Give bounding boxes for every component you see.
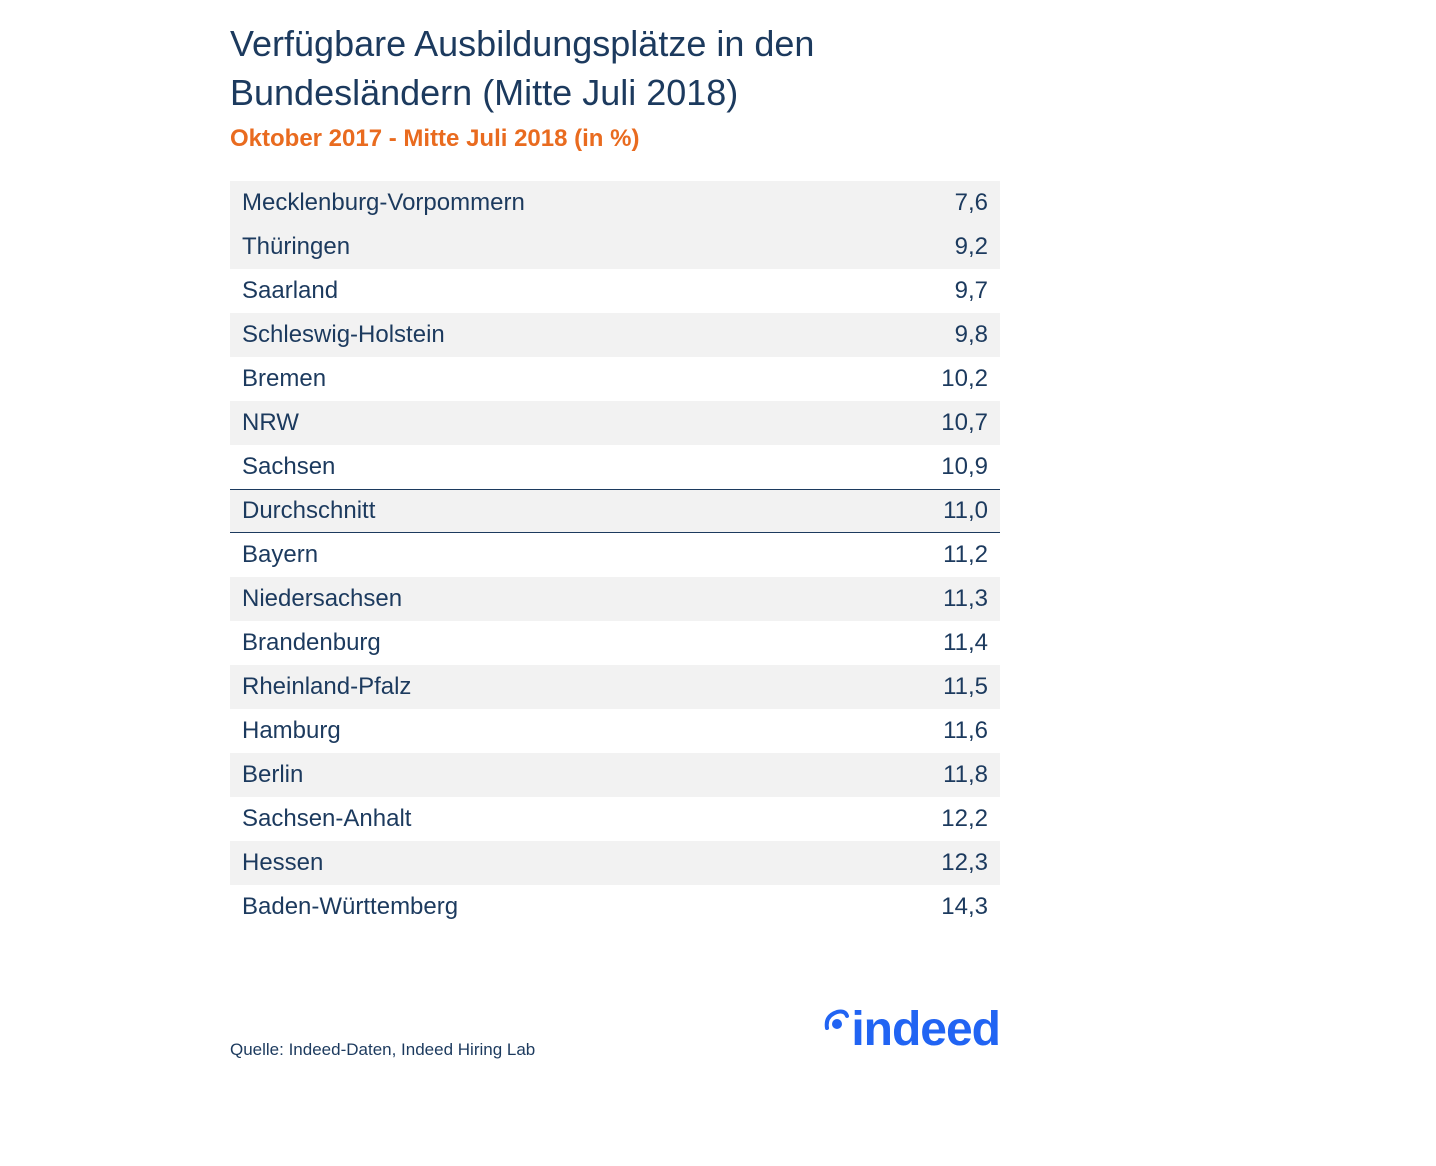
table-row: Bremen10,2 <box>230 357 1000 401</box>
indeed-logo-mark-icon <box>821 999 849 1054</box>
row-label: Thüringen <box>242 233 908 261</box>
row-value: 10,2 <box>908 365 988 393</box>
table-row: Berlin11,8 <box>230 753 1000 797</box>
row-label: Sachsen-Anhalt <box>242 805 908 833</box>
indeed-logo: indeed <box>821 999 1000 1060</box>
source-text: Quelle: Indeed-Daten, Indeed Hiring Lab <box>230 1040 535 1060</box>
page-subtitle: Oktober 2017 - Mitte Juli 2018 (in %) <box>230 125 1000 153</box>
row-label: Brandenburg <box>242 629 908 657</box>
row-label: NRW <box>242 409 908 437</box>
infographic-container: Verfügbare Ausbildungsplätze in den Bund… <box>230 20 1000 1060</box>
row-value: 11,2 <box>908 541 988 569</box>
indeed-logo-text: indeed <box>851 1002 1000 1057</box>
table-row: Thüringen9,2 <box>230 225 1000 269</box>
table-row: Sachsen10,9 <box>230 445 1000 489</box>
row-value: 11,5 <box>908 673 988 701</box>
row-value: 7,6 <box>908 189 988 217</box>
row-label: Durchschnitt <box>242 497 908 525</box>
page-title: Verfügbare Ausbildungsplätze in den Bund… <box>230 20 1000 117</box>
row-label: Mecklenburg-Vorpommern <box>242 189 908 217</box>
row-value: 11,0 <box>908 497 988 525</box>
row-label: Sachsen <box>242 453 908 481</box>
table-row: Schleswig-Holstein9,8 <box>230 313 1000 357</box>
table-row: Hessen12,3 <box>230 841 1000 885</box>
row-value: 11,8 <box>908 761 988 789</box>
row-label: Bayern <box>242 541 908 569</box>
table-row: Rheinland-Pfalz11,5 <box>230 665 1000 709</box>
row-label: Berlin <box>242 761 908 789</box>
row-value: 10,9 <box>908 453 988 481</box>
row-label: Rheinland-Pfalz <box>242 673 908 701</box>
row-value: 9,7 <box>908 277 988 305</box>
table-row: Mecklenburg-Vorpommern7,6 <box>230 181 1000 225</box>
row-value: 12,2 <box>908 805 988 833</box>
data-table: Mecklenburg-Vorpommern7,6Thüringen9,2Saa… <box>230 181 1000 929</box>
table-row: Brandenburg11,4 <box>230 621 1000 665</box>
table-row: NRW10,7 <box>230 401 1000 445</box>
table-row: Baden-Württemberg14,3 <box>230 885 1000 929</box>
row-label: Hamburg <box>242 717 908 745</box>
table-row: Sachsen-Anhalt12,2 <box>230 797 1000 841</box>
table-row: Niedersachsen11,3 <box>230 577 1000 621</box>
footer: Quelle: Indeed-Daten, Indeed Hiring Lab … <box>230 999 1000 1060</box>
table-row: Bayern11,2 <box>230 533 1000 577</box>
row-value: 9,2 <box>908 233 988 261</box>
row-value: 11,4 <box>908 629 988 657</box>
row-label: Saarland <box>242 277 908 305</box>
row-value: 14,3 <box>908 893 988 921</box>
row-value: 11,3 <box>908 585 988 613</box>
row-label: Hessen <box>242 849 908 877</box>
row-value: 10,7 <box>908 409 988 437</box>
row-label: Niedersachsen <box>242 585 908 613</box>
table-row-average: Durchschnitt11,0 <box>230 489 1000 533</box>
row-value: 9,8 <box>908 321 988 349</box>
row-label: Schleswig-Holstein <box>242 321 908 349</box>
row-label: Baden-Württemberg <box>242 893 908 921</box>
row-label: Bremen <box>242 365 908 393</box>
table-row: Saarland9,7 <box>230 269 1000 313</box>
row-value: 11,6 <box>908 717 988 745</box>
row-value: 12,3 <box>908 849 988 877</box>
table-row: Hamburg11,6 <box>230 709 1000 753</box>
